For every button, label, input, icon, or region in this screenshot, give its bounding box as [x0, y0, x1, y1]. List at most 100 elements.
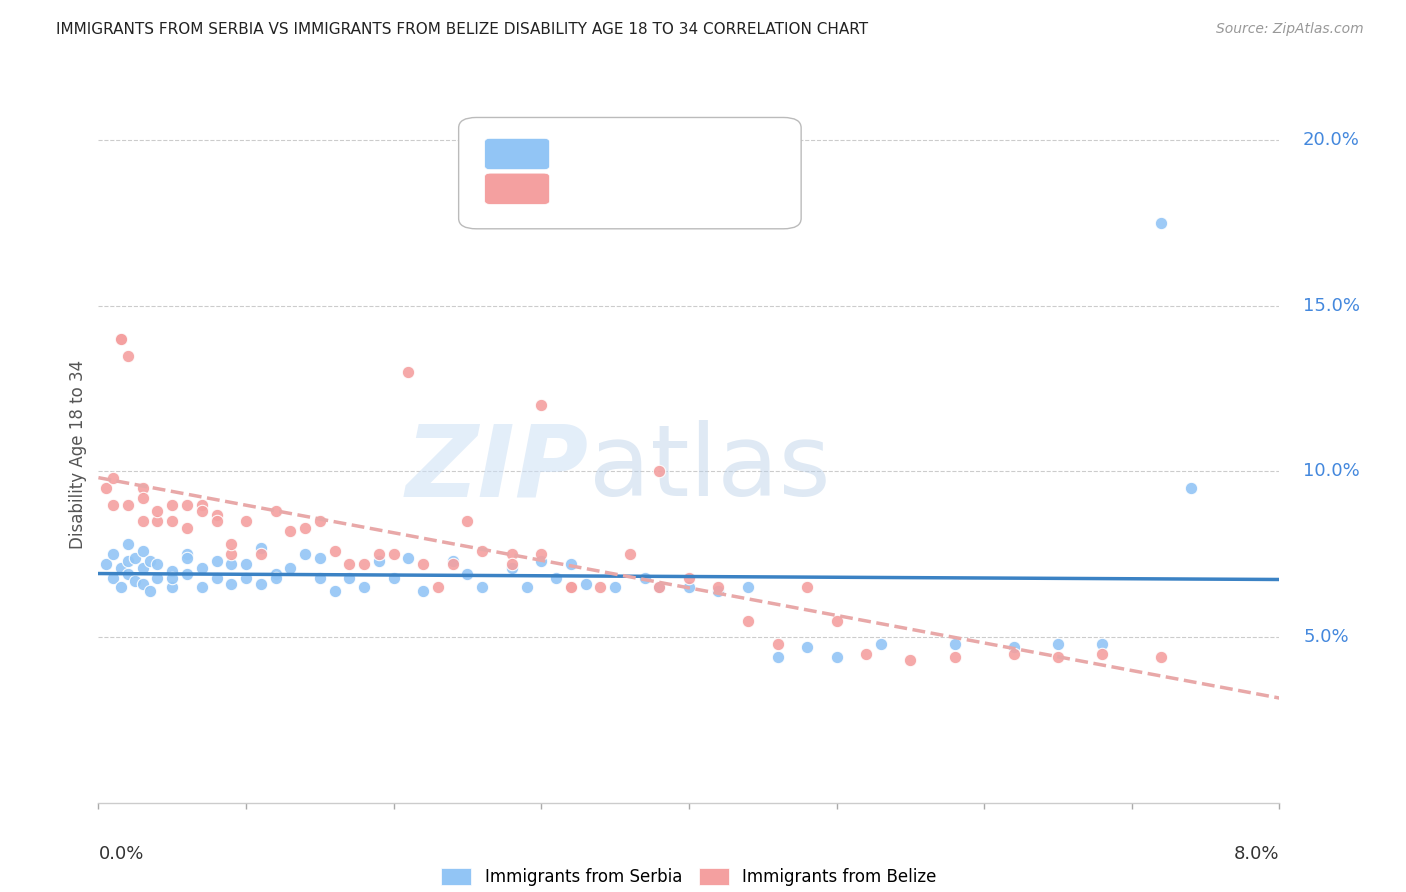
Point	[139, 554, 162, 568]
Point	[678, 581, 700, 595]
Point	[308, 514, 332, 528]
Point	[574, 577, 596, 591]
Point	[1002, 647, 1025, 661]
Point	[382, 570, 405, 584]
Text: Source: ZipAtlas.com: Source: ZipAtlas.com	[1216, 22, 1364, 37]
Point	[825, 650, 848, 665]
Point	[323, 544, 346, 558]
Point	[530, 398, 553, 412]
Point	[825, 614, 848, 628]
Point	[560, 558, 582, 572]
Point	[456, 514, 478, 528]
Point	[456, 567, 478, 582]
Point	[250, 541, 273, 555]
Text: 20.0%: 20.0%	[1303, 131, 1360, 149]
Point	[103, 547, 124, 561]
Point	[589, 581, 612, 595]
Point	[367, 547, 389, 561]
Point	[426, 581, 449, 595]
Point	[766, 637, 789, 651]
Point	[219, 577, 242, 591]
Point	[124, 550, 146, 565]
Text: ZIP: ZIP	[405, 420, 589, 517]
Point	[191, 504, 214, 518]
Point	[278, 524, 301, 538]
Point	[471, 544, 494, 558]
Point	[110, 560, 132, 574]
Point	[412, 558, 434, 572]
Point	[176, 567, 198, 582]
Point	[191, 560, 214, 574]
Point	[898, 653, 921, 667]
Point	[1150, 650, 1173, 665]
Point	[162, 514, 183, 528]
FancyBboxPatch shape	[485, 138, 550, 169]
Point	[132, 577, 155, 591]
Text: 15.0%: 15.0%	[1303, 297, 1360, 315]
Point	[515, 581, 537, 595]
Point	[1150, 216, 1173, 230]
Point	[605, 581, 627, 595]
FancyBboxPatch shape	[485, 173, 550, 204]
Text: 8.0%: 8.0%	[1234, 845, 1279, 863]
Point	[766, 650, 789, 665]
Point	[132, 514, 155, 528]
Point	[205, 570, 228, 584]
Point	[162, 498, 183, 512]
Point	[264, 567, 287, 582]
Point	[264, 504, 287, 518]
Point	[396, 365, 419, 379]
Point	[146, 504, 169, 518]
Point	[337, 558, 360, 572]
Point	[396, 550, 419, 565]
Text: IMMIGRANTS FROM SERBIA VS IMMIGRANTS FROM BELIZE DISABILITY AGE 18 TO 34 CORRELA: IMMIGRANTS FROM SERBIA VS IMMIGRANTS FRO…	[56, 22, 869, 37]
Point	[132, 481, 155, 495]
Point	[855, 647, 877, 661]
Point	[1091, 647, 1114, 661]
Point	[501, 558, 523, 572]
Point	[308, 550, 332, 565]
Point	[219, 547, 242, 561]
Point	[323, 583, 346, 598]
FancyBboxPatch shape	[458, 118, 801, 229]
Point	[619, 547, 641, 561]
Point	[132, 560, 155, 574]
Point	[162, 570, 183, 584]
Point	[737, 581, 759, 595]
Point	[869, 637, 891, 651]
Point	[943, 650, 966, 665]
Point	[278, 560, 301, 574]
Point	[176, 547, 198, 561]
Point	[471, 581, 494, 595]
Point	[176, 498, 198, 512]
Point	[648, 581, 671, 595]
Point	[337, 570, 360, 584]
Point	[294, 521, 316, 535]
Point	[530, 554, 553, 568]
Point	[1180, 481, 1202, 495]
Point	[441, 558, 464, 572]
Point	[205, 508, 228, 522]
Point	[176, 521, 198, 535]
Point	[412, 583, 434, 598]
Text: 10.0%: 10.0%	[1303, 462, 1360, 481]
Point	[162, 581, 183, 595]
Point	[796, 581, 818, 595]
Point	[308, 570, 332, 584]
Point	[132, 544, 155, 558]
Point	[353, 558, 375, 572]
Point	[191, 498, 214, 512]
Point	[176, 550, 198, 565]
Point	[117, 554, 139, 568]
Point	[560, 581, 582, 595]
Point	[501, 560, 523, 574]
Point	[544, 570, 567, 584]
Point	[117, 537, 139, 551]
Text: atlas: atlas	[589, 420, 830, 517]
Point	[117, 498, 139, 512]
Point	[353, 581, 375, 595]
Point	[737, 614, 759, 628]
Point	[1091, 637, 1114, 651]
Point	[796, 640, 818, 654]
Point	[110, 581, 132, 595]
